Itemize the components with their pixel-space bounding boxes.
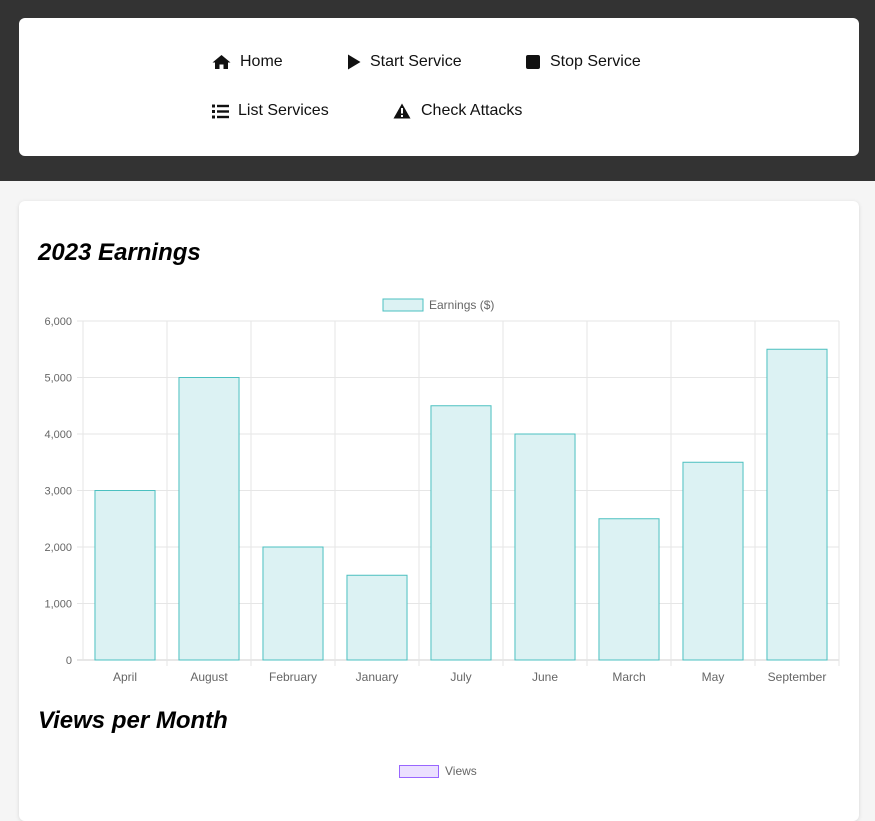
legend-swatch	[382, 298, 424, 312]
nav-start-service-label: Start Service	[370, 53, 462, 70]
x-tick-label: May	[702, 670, 725, 684]
nav-list-services-label: List Services	[238, 102, 329, 119]
bar	[514, 433, 576, 661]
y-tick-label: 3,000	[44, 486, 72, 498]
y-tick-label: 2,000	[44, 542, 72, 554]
list-icon	[212, 102, 232, 120]
play-icon	[347, 53, 363, 71]
stop-icon	[526, 53, 542, 71]
bar	[430, 405, 492, 661]
bar	[598, 518, 660, 661]
nav-list-services-link[interactable]: List Services	[212, 102, 329, 120]
y-tick-label: 4,000	[44, 429, 72, 441]
bar	[178, 377, 240, 661]
y-tick-label: 6,000	[44, 316, 72, 328]
bar	[346, 574, 408, 661]
x-tick-label: April	[113, 670, 137, 684]
nav-home-label: Home	[240, 53, 283, 70]
earnings-chart: 0 1,000 2,000 3,000 4,000 5,000 6,000 April Augu…	[44, 298, 840, 684]
y-tick-label: 5,000	[44, 373, 72, 385]
nav-check-attacks-link[interactable]: Check Attacks	[393, 102, 522, 120]
bar	[94, 490, 156, 661]
x-tick-label: March	[612, 670, 645, 684]
legend-label: Earnings ($)	[429, 298, 494, 312]
top-bar: Home Start Service Stop Service List Ser…	[0, 0, 875, 181]
views-legend-label: Views	[445, 764, 477, 778]
bar	[262, 546, 324, 661]
nav-start-service-link[interactable]: Start Service	[347, 53, 462, 71]
x-tick-label: June	[532, 670, 558, 684]
y-tick-label: 1,000	[44, 599, 72, 611]
views-title: Views per Month	[38, 707, 228, 734]
nav-home-link[interactable]: Home	[212, 53, 283, 71]
x-tick-label: July	[450, 670, 471, 684]
y-tick-label: 0	[66, 655, 72, 667]
earnings-title: 2023 Earnings	[38, 239, 201, 266]
bar	[766, 348, 828, 661]
x-tick-label: September	[768, 670, 827, 684]
x-tick-label: January	[356, 670, 399, 684]
x-tick-label: February	[269, 670, 317, 684]
warning-icon	[393, 102, 413, 120]
nav-stop-service-link[interactable]: Stop Service	[526, 53, 641, 71]
home-icon	[212, 53, 232, 71]
bar	[682, 461, 744, 661]
nav-stop-service-label: Stop Service	[550, 53, 641, 70]
nav-menu: Home Start Service Stop Service List Ser…	[19, 18, 859, 156]
views-legend-swatch	[399, 764, 439, 778]
views-legend: Views	[399, 764, 477, 778]
main-content: 2023 Earnings 0 1,000 2,000 3,000 4,000 5,000…	[19, 201, 859, 821]
x-tick-label: August	[190, 670, 228, 684]
nav-check-attacks-label: Check Attacks	[421, 102, 523, 119]
